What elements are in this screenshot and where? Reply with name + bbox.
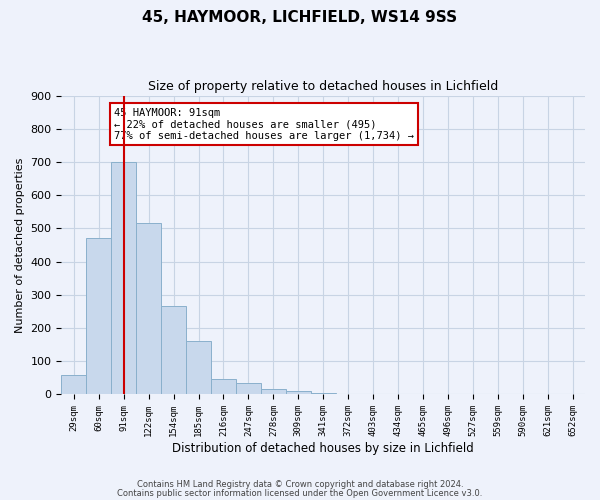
X-axis label: Distribution of detached houses by size in Lichfield: Distribution of detached houses by size … xyxy=(172,442,474,455)
Bar xyxy=(136,224,161,394)
Bar xyxy=(211,378,236,394)
Title: Size of property relative to detached houses in Lichfield: Size of property relative to detached ho… xyxy=(148,80,499,93)
Bar xyxy=(261,390,286,394)
Bar xyxy=(186,342,211,394)
Text: Contains HM Land Registry data © Crown copyright and database right 2024.: Contains HM Land Registry data © Crown c… xyxy=(137,480,463,489)
Bar xyxy=(86,238,111,394)
Bar xyxy=(236,383,261,394)
Text: 45 HAYMOOR: 91sqm
← 22% of detached houses are smaller (495)
77% of semi-detache: 45 HAYMOOR: 91sqm ← 22% of detached hous… xyxy=(114,108,414,140)
Bar xyxy=(61,374,86,394)
Bar xyxy=(111,162,136,394)
Text: Contains public sector information licensed under the Open Government Licence v3: Contains public sector information licen… xyxy=(118,489,482,498)
Y-axis label: Number of detached properties: Number of detached properties xyxy=(15,158,25,332)
Bar xyxy=(286,391,311,394)
Bar xyxy=(311,393,335,394)
Bar xyxy=(161,306,186,394)
Text: 45, HAYMOOR, LICHFIELD, WS14 9SS: 45, HAYMOOR, LICHFIELD, WS14 9SS xyxy=(142,10,458,25)
